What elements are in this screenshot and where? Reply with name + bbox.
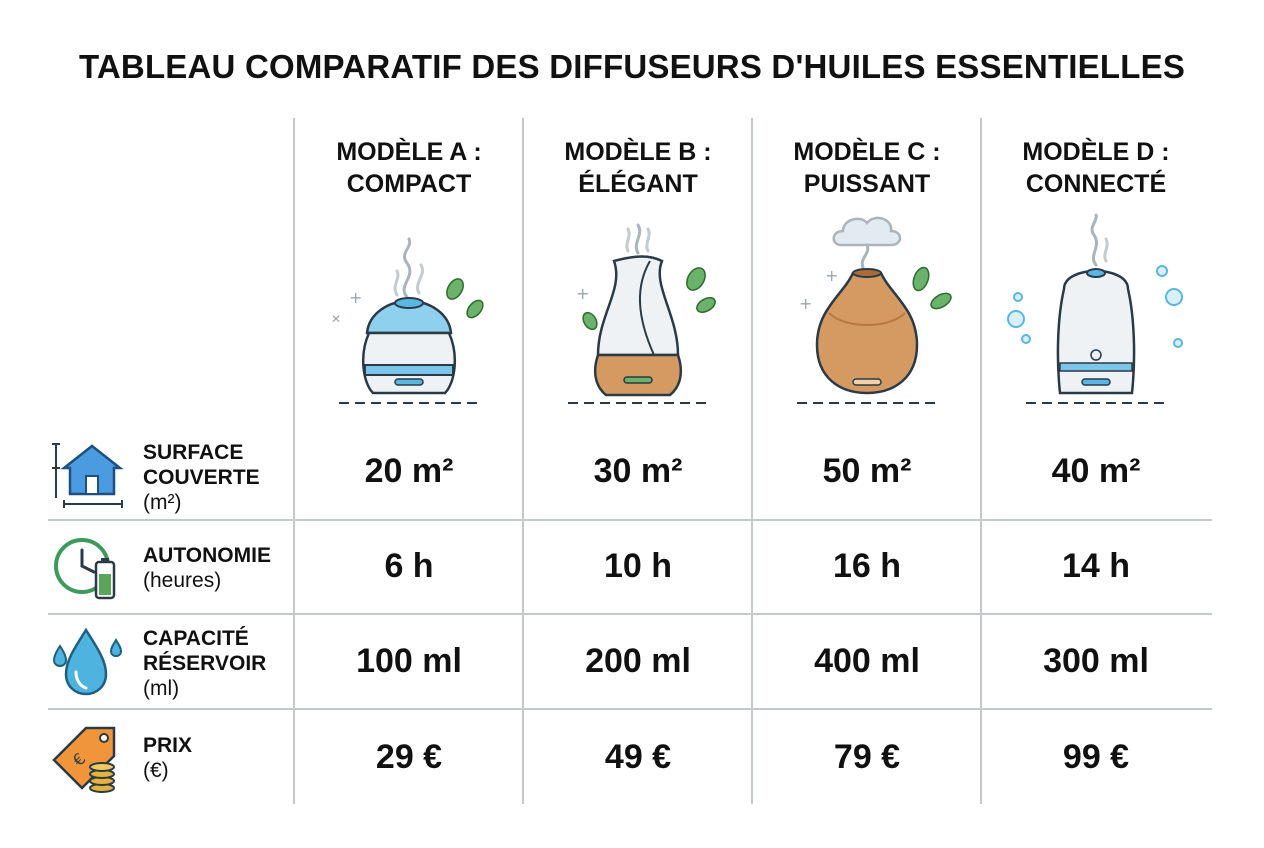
row-label-line1: SURFACE: [143, 441, 244, 464]
column-header-model-a: MODÈLE A : COMPACT: [295, 136, 523, 200]
connected-diffuser-icon: [982, 205, 1210, 415]
cell-capacity-b: 200 ml: [585, 642, 691, 680]
row-divider: [48, 708, 1212, 710]
cell-capacity-c: 400 ml: [814, 642, 920, 680]
column-header-model-d: MODÈLE D : CONNECTÉ: [982, 136, 1210, 200]
cell-price-b: 49 €: [604, 738, 672, 776]
column-header-model-b: MODÈLE B : ÉLÉGANT: [524, 136, 752, 200]
cell-surface-a: 20 m²: [364, 452, 454, 490]
cell-autonomy-a: 6 h: [384, 547, 434, 585]
svg-text:✕: ✕: [331, 312, 341, 326]
column-header-model-c: MODÈLE C : PUISSANT: [753, 136, 981, 200]
row-label-unit: (€): [143, 759, 169, 782]
cell-surface-d: 40 m²: [1051, 452, 1141, 490]
row-label-unit: (ml): [143, 677, 180, 700]
cell-price-d: 99 €: [1062, 738, 1130, 776]
row-label-line2: RÉSERVOIR: [143, 652, 267, 675]
column-divider: [522, 118, 524, 804]
row-label-line1: AUTONOMIE: [143, 544, 271, 567]
svg-text:+: +: [799, 294, 812, 313]
cell-autonomy-d: 14 h: [1061, 547, 1131, 585]
cell-price-c: 79 €: [833, 738, 901, 776]
row-label-price: PRIX (€): [143, 733, 192, 783]
clock-battery-icon: [48, 528, 128, 608]
row-label-unit: (heures): [143, 569, 222, 592]
column-header-line1: MODÈLE C :: [793, 138, 941, 166]
elegant-diffuser-icon: +: [524, 205, 752, 415]
cell-capacity-d: 300 ml: [1043, 642, 1149, 680]
cell-autonomy-b: 10 h: [603, 547, 673, 585]
column-divider: [980, 118, 982, 804]
row-label-surface: SURFACE COUVERTE (m²): [143, 440, 260, 515]
column-header-line2: PUISSANT: [803, 170, 931, 198]
water-drop-icon: [48, 622, 128, 702]
price-tag-coins-icon: €: [48, 720, 128, 800]
house-area-icon: [48, 438, 128, 518]
cell-surface-c: 50 m²: [822, 452, 912, 490]
column-divider: [751, 118, 753, 804]
svg-text:+: +: [349, 288, 362, 307]
svg-text:+: +: [825, 266, 838, 285]
column-header-line1: MODÈLE A :: [336, 138, 482, 166]
cell-surface-b: 30 m²: [593, 452, 683, 490]
column-header-line2: COMPACT: [346, 170, 472, 198]
row-divider: [48, 519, 1212, 521]
svg-text:+: +: [576, 284, 589, 303]
row-label-line1: PRIX: [143, 734, 193, 757]
column-header-line1: MODÈLE B :: [564, 138, 712, 166]
column-divider: [293, 118, 295, 804]
row-divider: [48, 613, 1212, 615]
compact-diffuser-icon: + ✕: [295, 205, 523, 415]
row-label-line2: COUVERTE: [143, 466, 260, 489]
page-title: TABLEAU COMPARATIF DES DIFFUSEURS D'HUIL…: [78, 48, 1186, 85]
row-label-line1: CAPACITÉ: [143, 627, 249, 650]
row-label-capacity: CAPACITÉ RÉSERVOIR (ml): [143, 626, 266, 701]
column-header-line2: ÉLÉGANT: [578, 170, 698, 198]
column-header-line1: MODÈLE D :: [1022, 138, 1170, 166]
column-header-line2: CONNECTÉ: [1025, 170, 1167, 198]
cell-capacity-a: 100 ml: [356, 642, 462, 680]
powerful-diffuser-icon: + +: [753, 205, 981, 415]
cell-price-a: 29 €: [375, 738, 443, 776]
cell-autonomy-c: 16 h: [832, 547, 902, 585]
row-label-unit: (m²): [143, 491, 182, 514]
row-label-autonomy: AUTONOMIE (heures): [143, 543, 271, 593]
